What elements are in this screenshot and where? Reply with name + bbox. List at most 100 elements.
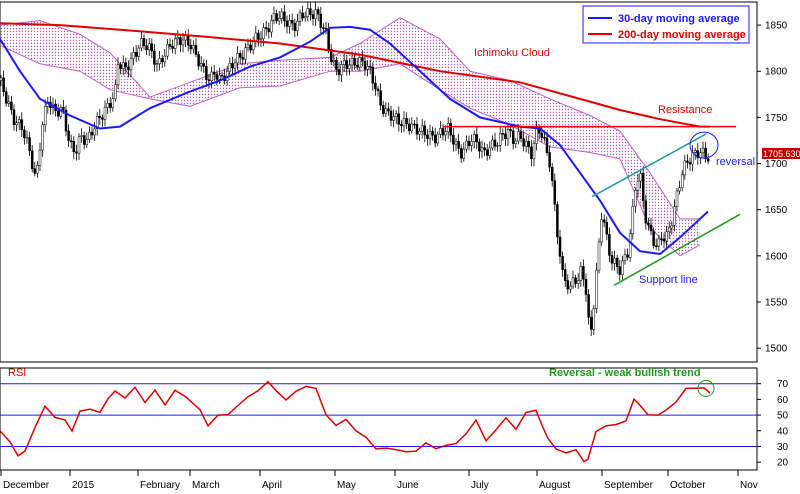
reversal-label: reversal <box>716 156 755 168</box>
candle-body <box>288 20 291 27</box>
candle-body <box>433 134 437 144</box>
candle-body <box>119 64 122 70</box>
x-tick-label: December <box>3 480 50 491</box>
candle-body <box>241 57 245 60</box>
candle-body <box>431 130 434 136</box>
candle-body <box>69 140 73 142</box>
candle-body <box>704 147 707 160</box>
candle-body <box>267 28 271 33</box>
candle-body <box>478 141 481 152</box>
candle-body <box>90 131 94 136</box>
candle-body <box>355 64 359 68</box>
candle-body <box>340 64 343 76</box>
candle-body <box>238 53 242 58</box>
candle-body <box>335 59 338 70</box>
reversal-circle <box>689 131 719 159</box>
candle-body <box>496 145 499 147</box>
candle-body <box>197 54 200 67</box>
candle-body <box>251 41 255 51</box>
candle-body <box>452 134 455 145</box>
rsi-tick-label: 60 <box>777 395 789 406</box>
candle-body <box>262 27 265 39</box>
candle-body <box>366 66 369 70</box>
candle-body <box>397 113 401 125</box>
cloud-span-a <box>0 17 700 220</box>
candle-body <box>33 168 37 174</box>
candle-body <box>103 107 107 120</box>
candle-body <box>353 58 356 66</box>
candle-body <box>670 225 674 229</box>
rsi-frame <box>0 367 758 471</box>
candle-body <box>108 103 112 108</box>
candle-body <box>80 135 83 137</box>
x-tick-label: October <box>670 480 706 491</box>
candle-body <box>522 138 525 147</box>
candle-body <box>701 147 705 153</box>
y-tick-label: 1700 <box>765 159 788 170</box>
candle-body <box>327 28 330 50</box>
candle-body <box>361 57 364 62</box>
candle-body <box>316 9 320 15</box>
candle-body <box>688 162 692 165</box>
candle-body <box>441 128 445 136</box>
candle-body <box>527 141 531 148</box>
candle-body <box>470 141 473 146</box>
candle-body <box>428 130 432 139</box>
candle-body <box>683 160 687 176</box>
y-tick-label: 1600 <box>765 251 788 262</box>
candle-body <box>36 165 39 174</box>
candle-body <box>657 238 661 247</box>
candle-body <box>0 77 3 81</box>
candle-body <box>501 133 505 135</box>
candle-body <box>540 132 544 138</box>
candle-body <box>553 180 557 205</box>
candle-body <box>189 44 193 50</box>
candle-body <box>418 131 421 135</box>
candle-body <box>153 50 156 65</box>
candle-body <box>574 277 577 284</box>
candle-body <box>285 20 289 27</box>
candle-body <box>371 66 375 84</box>
candle-body <box>566 280 570 290</box>
x-tick-label: September <box>604 480 654 491</box>
candle-body <box>511 130 515 144</box>
candle-body <box>62 106 65 111</box>
candle-body <box>67 130 70 141</box>
x-tick-label: June <box>397 480 419 491</box>
candle-body <box>402 117 406 127</box>
candle-body <box>280 11 284 19</box>
candle-body <box>207 79 211 81</box>
candle-body <box>618 266 622 275</box>
candle-body <box>563 269 567 281</box>
candle-body <box>387 108 390 112</box>
price-frame <box>0 1 758 363</box>
candle-body <box>220 74 224 77</box>
candle-body <box>28 137 31 152</box>
candle-body <box>116 64 120 85</box>
candle-body <box>168 44 172 47</box>
candle-body <box>381 105 385 114</box>
candle-body <box>631 205 635 235</box>
candle-body <box>205 66 208 80</box>
candle-body <box>145 45 148 51</box>
candle-body <box>358 57 362 68</box>
candle-body <box>592 308 596 330</box>
candle-body <box>176 37 180 40</box>
candle-body <box>184 35 187 41</box>
candle-body <box>457 140 460 149</box>
candle-body <box>413 123 416 126</box>
candle-body <box>597 241 601 271</box>
candle-body <box>483 147 486 151</box>
candle-body <box>17 119 21 124</box>
rsi-tick-label: 40 <box>777 426 789 437</box>
candle-body <box>160 58 164 63</box>
candle-body <box>569 285 572 290</box>
candle-body <box>171 46 174 49</box>
candle-body <box>272 13 276 21</box>
candle-body <box>236 53 239 64</box>
last-price-value: 1705.630 <box>763 149 800 159</box>
candle-body <box>98 115 102 118</box>
rsi-note: Reversal - weak bullish trend <box>549 367 701 379</box>
candle-body <box>667 227 671 232</box>
candle-body <box>626 254 629 258</box>
